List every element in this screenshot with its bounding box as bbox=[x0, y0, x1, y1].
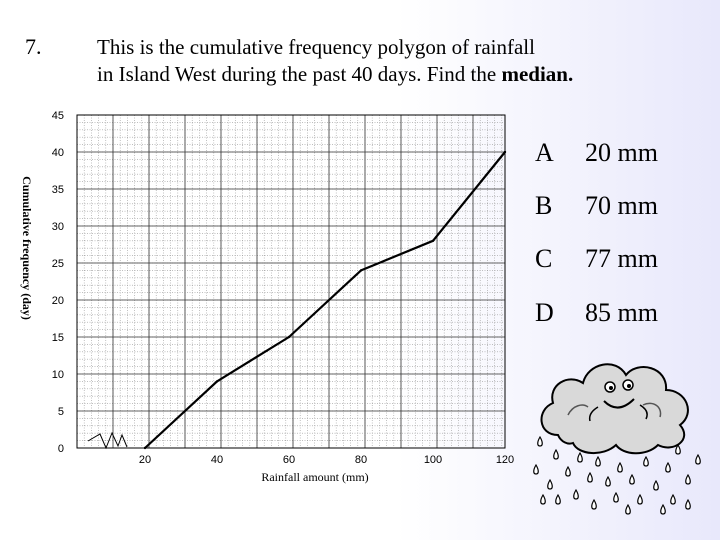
raindrop bbox=[573, 488, 579, 500]
x-tick-label: 100 bbox=[424, 454, 442, 466]
raindrop bbox=[670, 493, 676, 505]
y-tick-label: 20 bbox=[52, 295, 64, 307]
option-d-text: 85 mm bbox=[585, 298, 658, 327]
raindrops bbox=[533, 435, 701, 515]
y-tick-label: 30 bbox=[52, 221, 64, 233]
raindrop bbox=[540, 493, 546, 505]
data-point bbox=[359, 269, 363, 272]
raindrop bbox=[595, 455, 601, 467]
option-c-letter: C bbox=[535, 244, 553, 273]
x-tick-label: 120 bbox=[496, 454, 514, 466]
data-points bbox=[143, 150, 507, 450]
x-tick-label: 80 bbox=[355, 454, 367, 466]
raindrop bbox=[555, 493, 561, 505]
question-line-2-text: in Island West during the past 40 days. … bbox=[97, 62, 502, 86]
y-tick-label: 15 bbox=[52, 332, 64, 344]
raindrop bbox=[565, 465, 571, 477]
raindrop bbox=[553, 448, 559, 460]
option-c[interactable]: C 77 mm bbox=[535, 244, 658, 274]
data-point bbox=[215, 380, 219, 383]
option-a[interactable]: A 20 mm bbox=[535, 138, 658, 168]
option-b-letter: B bbox=[535, 191, 553, 220]
rain-cloud-icon bbox=[533, 363, 701, 515]
cumulative-frequency-line bbox=[144, 151, 506, 449]
y-tick-label: 35 bbox=[52, 184, 64, 196]
raindrop bbox=[617, 461, 623, 473]
data-point bbox=[503, 150, 507, 154]
raindrop bbox=[613, 491, 619, 503]
x-axis-label: Rainfall amount (mm) bbox=[261, 470, 368, 484]
raindrop bbox=[587, 471, 593, 483]
y-tick-label: 45 bbox=[52, 110, 64, 122]
option-d-letter: D bbox=[535, 298, 554, 327]
option-d[interactable]: D 85 mm bbox=[535, 298, 658, 328]
raindrop bbox=[675, 443, 681, 455]
y-tick-label: 5 bbox=[58, 406, 64, 418]
axis-break-mark bbox=[87, 431, 128, 450]
y-axis-label-text: Cumulative frequency (day) bbox=[20, 176, 34, 320]
median-keyword: median. bbox=[501, 62, 574, 86]
question-line-1: This is the cumulative frequency polygon… bbox=[97, 35, 535, 59]
option-b-text: 70 mm bbox=[585, 191, 658, 220]
y-tick-labels: 0 5 10 15 20 25 30 35 40 45 bbox=[52, 110, 64, 455]
option-b[interactable]: B 70 mm bbox=[535, 191, 658, 221]
x-tick-label: 60 bbox=[283, 454, 295, 466]
raindrop bbox=[625, 503, 631, 515]
question-line-2: in Island West during the past 40 days. … bbox=[97, 61, 697, 88]
y-tick-label: 10 bbox=[52, 369, 64, 381]
data-point bbox=[431, 239, 435, 242]
raindrop bbox=[547, 478, 553, 490]
raindrop bbox=[591, 498, 597, 510]
question-text: This is the cumulative frequency polygon… bbox=[97, 34, 697, 88]
raindrop bbox=[685, 473, 691, 485]
y-tick-label: 40 bbox=[52, 147, 64, 159]
raindrop bbox=[685, 498, 691, 510]
raindrop bbox=[629, 473, 635, 485]
raindrop bbox=[533, 463, 539, 475]
raindrop bbox=[637, 493, 643, 505]
raindrop bbox=[695, 453, 701, 465]
question-number: 7. bbox=[25, 34, 42, 59]
data-point bbox=[287, 335, 291, 339]
y-tick-label: 0 bbox=[58, 443, 64, 455]
raindrop bbox=[653, 479, 659, 491]
y-tick-label: 25 bbox=[52, 258, 64, 270]
grid-major bbox=[77, 114, 505, 449]
raindrop bbox=[665, 461, 671, 473]
x-tick-label: 40 bbox=[211, 454, 223, 466]
raindrop bbox=[660, 503, 666, 515]
raindrop bbox=[577, 451, 583, 463]
y-axis-label: Cumulative frequency (day) bbox=[20, 176, 34, 320]
option-c-text: 77 mm bbox=[585, 244, 658, 273]
raindrop bbox=[537, 435, 543, 447]
data-point bbox=[143, 446, 147, 450]
x-tick-labels: 20 40 60 80 100 120 bbox=[139, 454, 514, 466]
raindrop bbox=[643, 455, 649, 467]
x-tick-label: 20 bbox=[139, 454, 151, 466]
raindrop bbox=[605, 475, 611, 487]
grid-minor bbox=[77, 115, 505, 448]
option-a-letter: A bbox=[535, 138, 554, 167]
option-a-text: 20 mm bbox=[585, 138, 658, 167]
plot-border bbox=[76, 114, 506, 449]
